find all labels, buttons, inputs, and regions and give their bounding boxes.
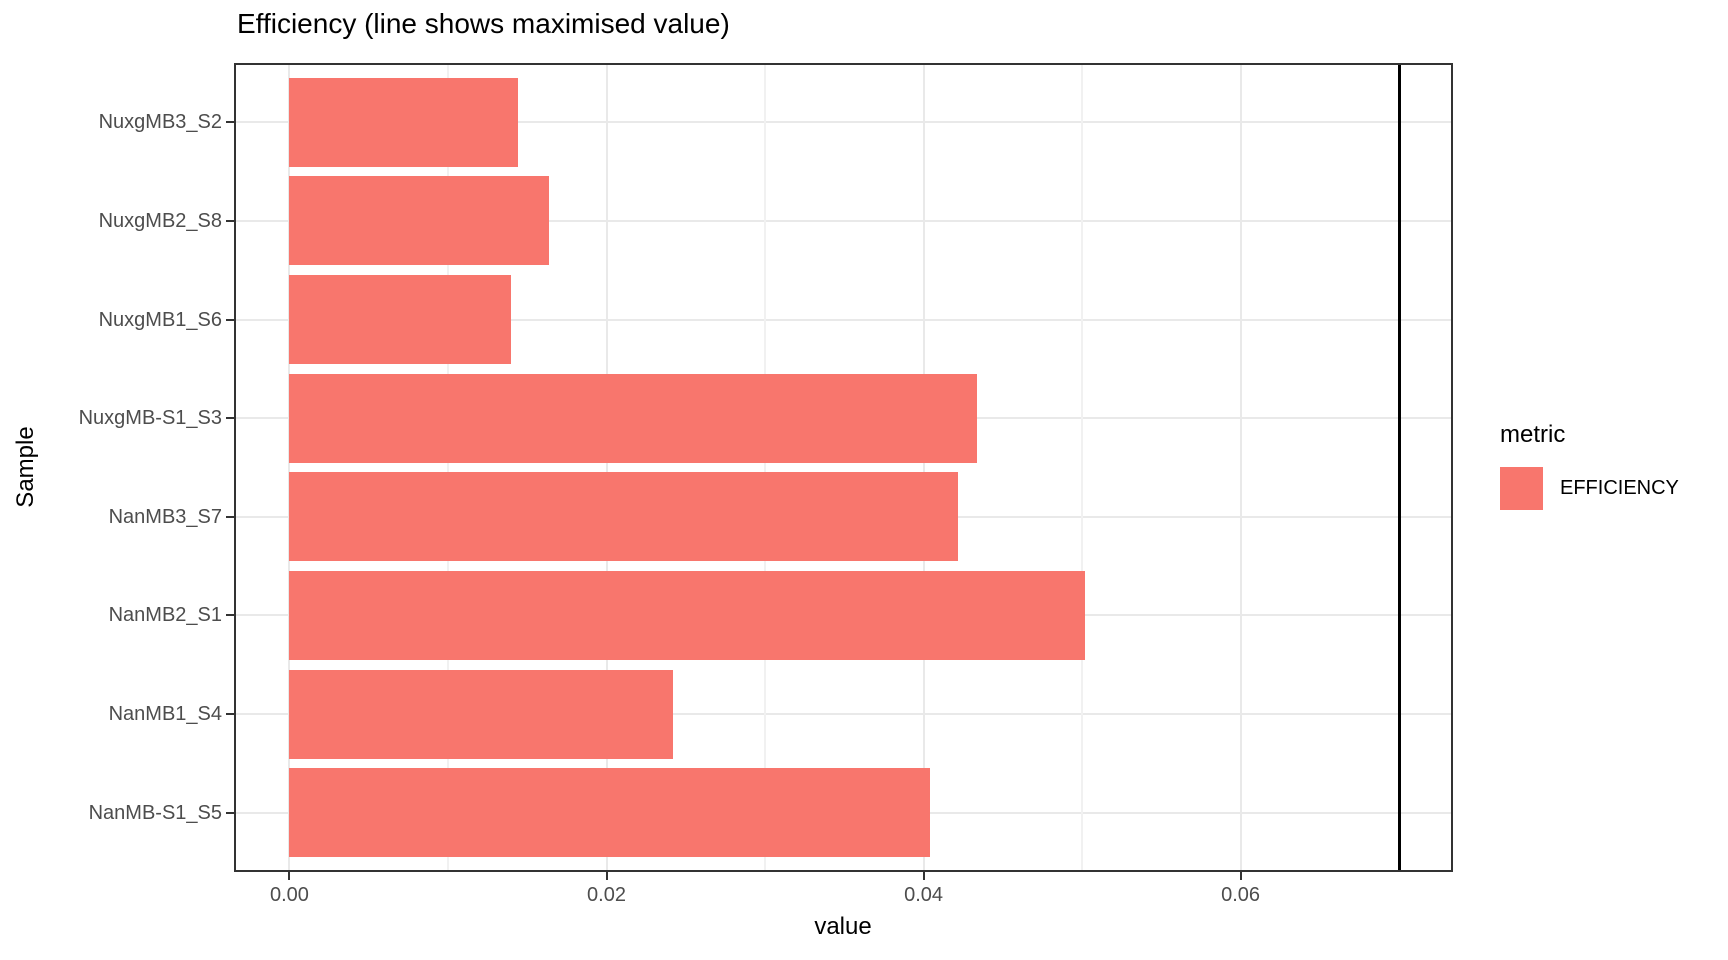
y-tick-mark (226, 515, 234, 518)
bar-NanMB1_S4 (289, 669, 674, 759)
bar-NanMB-S1_S5 (289, 768, 930, 858)
x-axis-label-0.04: 0.04 (904, 884, 944, 906)
y-axis-label-NanMB-S1_S5: NanMB-S1_S5 (88, 801, 222, 824)
y-axis-label-NuxgMB-S1_S3: NuxgMB-S1_S3 (78, 407, 222, 430)
bar-NanMB2_S1 (289, 571, 1086, 660)
x-axis-label-0.02: 0.02 (587, 884, 626, 906)
bar-NuxgMB-S1_S3 (289, 373, 978, 463)
legend: metric EFFICIENCY (1500, 421, 1679, 510)
gridline-vertical-minor (1081, 63, 1084, 872)
x-tick-mark (1239, 872, 1242, 880)
y-tick-mark (226, 318, 234, 321)
bar-NuxgMB1_S6 (289, 275, 512, 364)
gridline-horizontal (234, 121, 1453, 124)
x-axis-label-0.06: 0.06 (1221, 884, 1261, 906)
x-tick-mark (288, 872, 291, 880)
y-tick-mark (226, 811, 234, 814)
y-axis-label-NanMB1_S4: NanMB1_S4 (108, 703, 222, 726)
y-axis-label-NuxgMB2_S8: NuxgMB2_S8 (98, 209, 222, 232)
x-axis-title: value (814, 913, 872, 940)
y-tick-mark (226, 121, 234, 124)
gridline-vertical-minor (764, 63, 767, 872)
y-tick-mark (226, 417, 234, 420)
gridline-horizontal (234, 219, 1453, 222)
gridline-vertical-minor (446, 63, 449, 872)
x-axis-label-0.00: 0.00 (270, 884, 309, 906)
gridline-vertical-major (1239, 63, 1242, 872)
x-tick-mark (922, 872, 925, 880)
gridline-vertical-major (922, 63, 925, 872)
gridline-horizontal (234, 318, 1453, 321)
y-axis-label-NanMB2_S1: NanMB2_S1 (108, 604, 222, 627)
x-tick-mark (605, 872, 608, 880)
bar-NuxgMB3_S2 (289, 77, 518, 167)
legend-item-efficiency: EFFICIENCY (1500, 467, 1679, 510)
bar-NanMB3_S7 (289, 472, 959, 562)
y-tick-mark (226, 713, 234, 716)
y-axis-label-NanMB3_S7: NanMB3_S7 (108, 505, 222, 528)
gridline-vertical-major (605, 63, 608, 872)
legend-swatch-efficiency (1500, 467, 1543, 510)
y-axis-label-NuxgMB3_S2: NuxgMB3_S2 (98, 111, 222, 134)
gridline-vertical-major (288, 63, 291, 872)
maximised-value-line (1397, 63, 1401, 872)
legend-label-efficiency: EFFICIENCY (1560, 477, 1679, 499)
chart-title: Efficiency (line shows maximised value) (237, 8, 730, 39)
gridline-horizontal (234, 713, 1453, 716)
y-tick-mark (226, 614, 234, 617)
plot-panel (234, 63, 1453, 872)
y-tick-mark (226, 219, 234, 222)
legend-title: metric (1500, 421, 1566, 448)
y-axis-title: Sample (12, 426, 39, 508)
y-axis-label-NuxgMB1_S6: NuxgMB1_S6 (98, 308, 222, 331)
bar-NuxgMB2_S8 (289, 176, 550, 266)
